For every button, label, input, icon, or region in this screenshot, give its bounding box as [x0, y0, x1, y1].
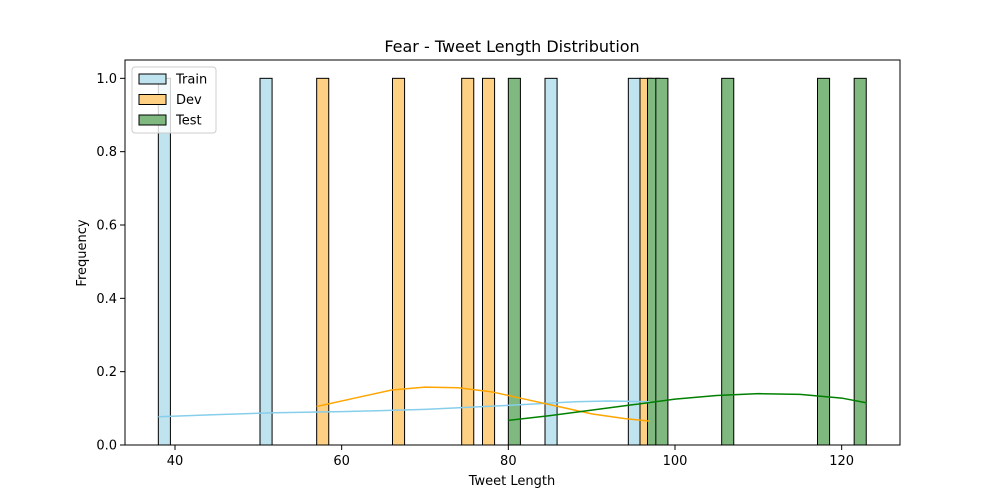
legend: Train Dev Test: [131, 66, 217, 134]
kde-line-train: [158, 400, 651, 418]
x-axis-label: Tweet Length: [468, 474, 556, 489]
x-tick-label: 40: [167, 454, 184, 469]
x-tick-label: 80: [500, 454, 517, 469]
y-tick-label: 1.0: [96, 72, 117, 87]
x-tick-label: 60: [333, 454, 350, 469]
y-axis-label: Frequency: [75, 219, 90, 286]
legend-swatch-train: [138, 73, 167, 85]
bar-dev-3: [482, 77, 496, 446]
kde-line-dev: [316, 386, 651, 422]
plot-frame: [124, 59, 901, 446]
y-tick-label: 0.8: [96, 145, 117, 160]
bar-train-3: [627, 77, 641, 446]
kde-line-test: [508, 392, 867, 422]
x-tick-label: 120: [829, 454, 854, 469]
legend-swatch-dev: [138, 94, 167, 105]
bar-test-2: [655, 77, 669, 446]
bar-test-0: [507, 77, 521, 446]
bar-test-4: [817, 77, 831, 446]
bar-train-1: [259, 77, 273, 446]
y-tick-label: 0.6: [96, 219, 117, 234]
bar-test-3: [721, 77, 735, 446]
bar-test-5: [853, 77, 867, 446]
x-tick-label: 100: [663, 454, 688, 469]
y-axis: 0.0 0.2 0.4 0.6 0.8 1.0: [96, 72, 125, 454]
legend-label-train: Train: [175, 73, 207, 88]
y-tick-label: 0.4: [96, 292, 117, 307]
x-axis: 40 60 80 100 120: [167, 445, 854, 469]
legend-label-dev: Dev: [176, 93, 202, 108]
legend-swatch-test: [138, 114, 167, 126]
chart-title: Fear - Tweet Length Distribution: [384, 37, 639, 56]
plot-area: [157, 77, 867, 446]
y-tick-label: 0.2: [96, 365, 117, 380]
bar-train-2: [544, 77, 558, 446]
y-tick-label: 0.0: [96, 439, 117, 454]
bar-dev-0: [316, 77, 330, 446]
legend-label-test: Test: [175, 114, 202, 129]
